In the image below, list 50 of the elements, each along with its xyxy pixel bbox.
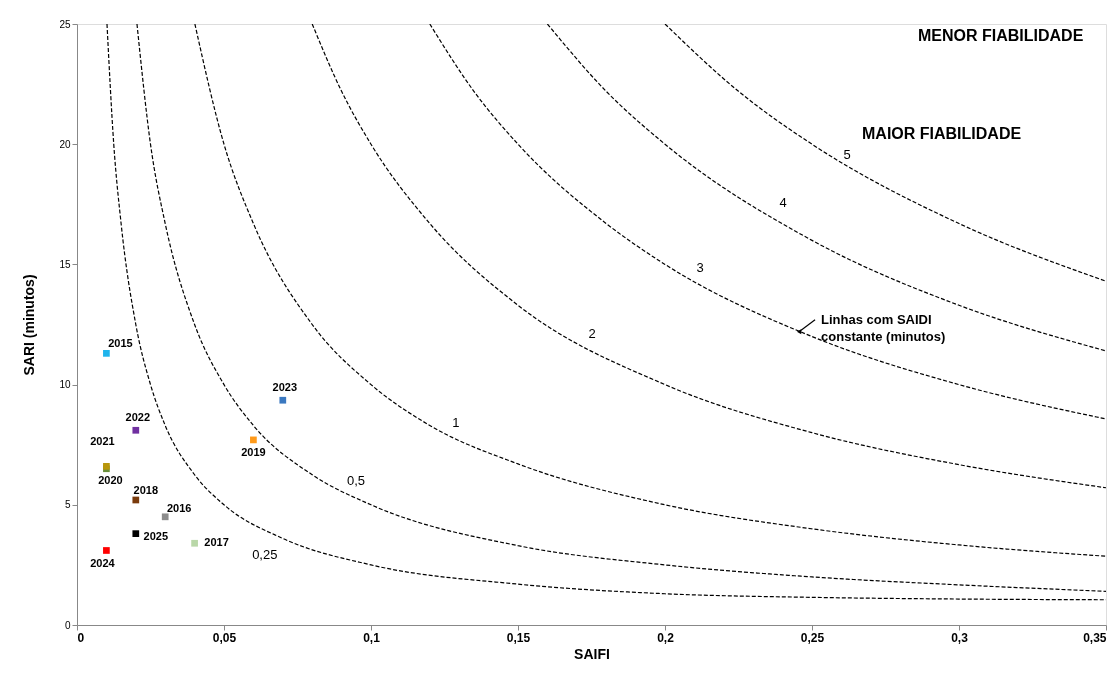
- point: [250, 436, 257, 444]
- y-tick-label: 25: [59, 18, 71, 30]
- series-label: 2018: [133, 483, 159, 496]
- x-tick-label: 0,25: [800, 630, 825, 645]
- point: [279, 396, 287, 404]
- y-axis-title: SARI (minutos): [21, 274, 38, 376]
- series-label: 1: [452, 415, 460, 431]
- x-tick-label: 0: [77, 630, 85, 645]
- point: [103, 547, 110, 554]
- series-label: 2: [588, 326, 596, 342]
- y-tick-label: 0: [64, 619, 71, 631]
- annotation: MENOR FIABILIDADE: [918, 27, 1084, 44]
- x-tick-label: 0,05: [212, 630, 237, 645]
- y-tick-label: 10: [59, 379, 71, 391]
- y-tick-label: 20: [59, 138, 71, 150]
- series-label: 3: [696, 260, 704, 276]
- series-label: 2021: [90, 435, 115, 448]
- annotation: Linhas com SAIDI constante (minutos): [821, 311, 946, 344]
- x-tick-label: 0,1: [363, 630, 381, 645]
- point: [132, 496, 140, 504]
- y-tick-label: 5: [64, 499, 71, 511]
- line-series: [311, 24, 1106, 489]
- point: [103, 349, 110, 357]
- y-tick-label: 15: [59, 258, 71, 270]
- series-label: 2023: [272, 381, 298, 394]
- x-axis-title: SAIFI: [574, 645, 610, 662]
- point: [191, 539, 198, 547]
- x-tick-label: 0,2: [657, 630, 675, 645]
- point: [161, 513, 169, 521]
- series-label: 0,5: [346, 472, 366, 488]
- series-label: 2019: [241, 445, 266, 458]
- x-tick-label: 0,15: [506, 630, 531, 645]
- annotation: MAIOR FIABILIDADE: [862, 125, 1022, 142]
- series-label: 2022: [125, 411, 151, 424]
- x-tick-label: 0,35: [1083, 630, 1107, 645]
- series-label: 2016: [166, 501, 192, 514]
- series-label: 5: [843, 147, 851, 163]
- line-series: [546, 24, 1106, 352]
- series-label: 0,25: [252, 547, 278, 563]
- point: [132, 426, 140, 434]
- series-label: 2020: [98, 473, 123, 486]
- series-label: 2017: [204, 536, 229, 549]
- x-tick-label: 0,3: [951, 630, 969, 645]
- series-label: 2024: [90, 557, 116, 570]
- series-label: 4: [779, 195, 787, 211]
- line-series: [664, 24, 1106, 282]
- line-series: [429, 24, 1106, 420]
- point: [132, 530, 140, 537]
- series-label: 2015: [108, 337, 133, 350]
- series-label: 2025: [143, 529, 169, 542]
